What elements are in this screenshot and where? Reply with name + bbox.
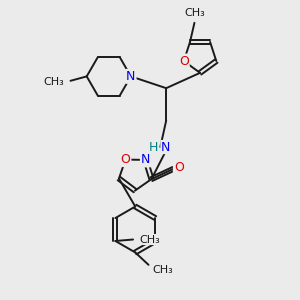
Text: CH₃: CH₃ (140, 235, 160, 244)
Text: N: N (161, 141, 170, 154)
Text: O: O (179, 55, 189, 68)
Text: CH₃: CH₃ (44, 77, 64, 87)
Text: O: O (174, 161, 184, 174)
Text: H: H (149, 141, 158, 154)
Text: CH₃: CH₃ (152, 265, 173, 275)
Text: O: O (121, 153, 130, 166)
Text: N: N (126, 70, 136, 83)
Text: N: N (141, 153, 150, 167)
Text: CH₃: CH₃ (184, 8, 205, 17)
